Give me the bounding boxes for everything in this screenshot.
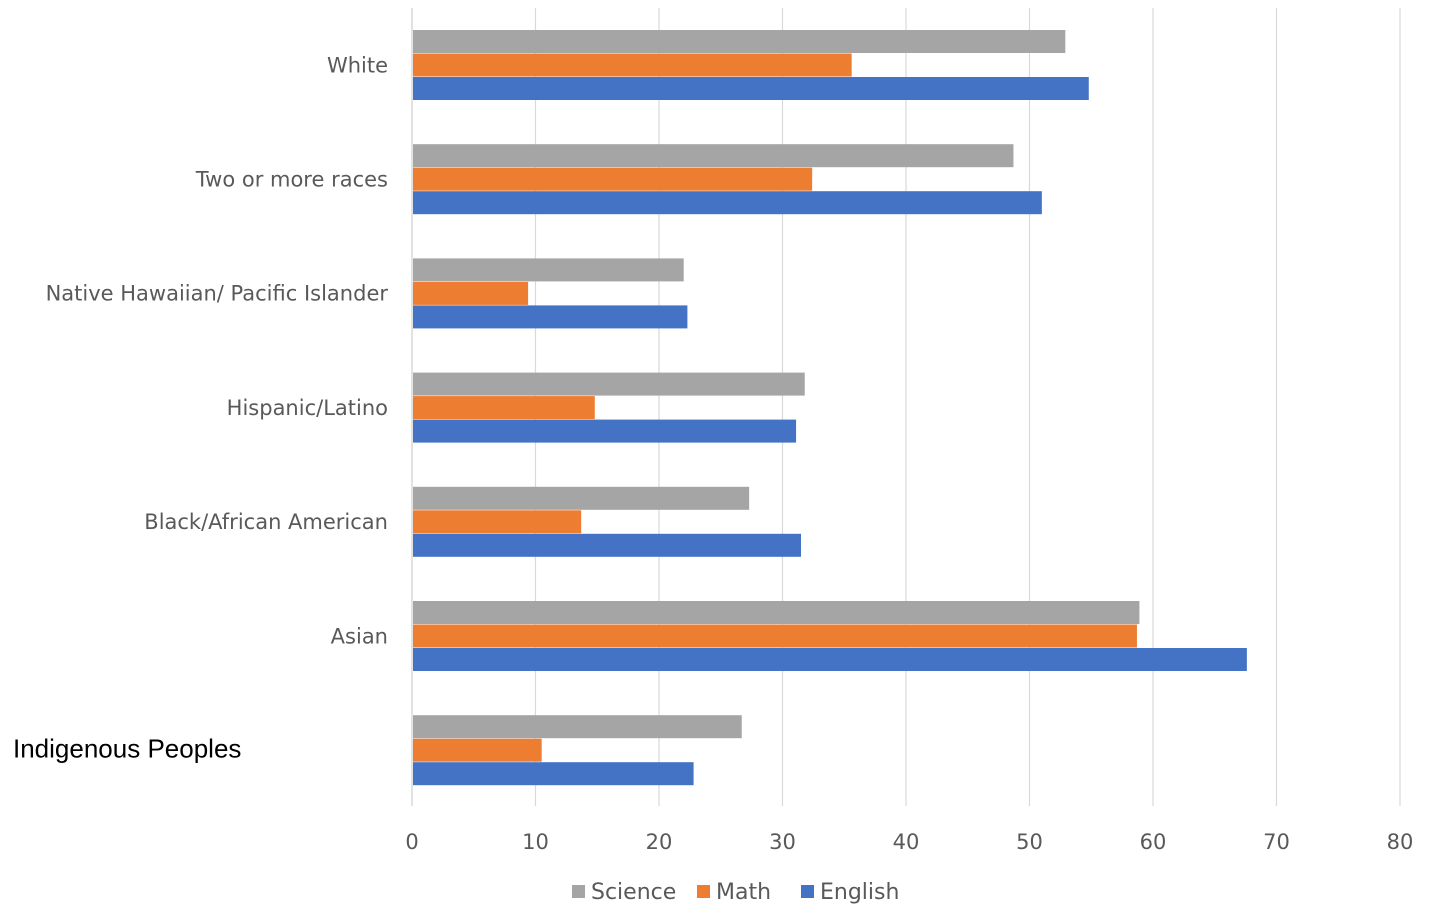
bar-english-1 (413, 191, 1042, 215)
bar-science-0 (413, 30, 1066, 53)
x-tick-label-20: 20 (646, 830, 673, 854)
bar-math-3 (413, 396, 595, 420)
category-label-4: Black/African American (144, 510, 388, 534)
legend-swatch-english (801, 885, 814, 898)
x-tick-label-40: 40 (893, 830, 920, 854)
bar-science-5 (413, 601, 1140, 624)
category-label-6: Indigenous Peoples (13, 733, 241, 763)
bar-science-3 (413, 372, 805, 396)
bar-english-6 (413, 762, 694, 786)
category-label-3: Hispanic/Latino (227, 396, 388, 420)
bar-math-4 (413, 510, 582, 534)
legend-label-math: Math (716, 880, 771, 904)
x-tick-label-0: 0 (405, 830, 418, 854)
bar-math-1 (413, 167, 813, 191)
legend-swatch-math (697, 885, 710, 898)
category-label-0: White (327, 53, 388, 77)
bar-math-0 (413, 53, 852, 77)
x-tick-label-50: 50 (1016, 830, 1043, 854)
category-labels: White Two or more races Native Hawaiian/ P… (13, 53, 388, 763)
bar-math-2 (413, 281, 529, 305)
bar-math-5 (413, 624, 1137, 648)
legend-swatch-science (572, 885, 585, 898)
x-tick-label-70: 70 (1263, 830, 1290, 854)
bar-english-2 (413, 305, 688, 329)
bar-science-4 (413, 486, 750, 510)
legend-label-science: Science (591, 880, 676, 904)
x-tick-label-80: 80 (1387, 830, 1414, 854)
bar-math-6 (413, 738, 542, 762)
bar-science-1 (413, 144, 1014, 168)
legend-label-english: English (820, 880, 899, 904)
bar-english-5 (413, 648, 1247, 671)
x-axis-tick-labels: 0 10 20 30 40 50 60 70 80 (405, 830, 1413, 854)
bar-english-4 (413, 533, 802, 557)
bar-science-6 (413, 715, 742, 739)
legend: Science Math English (572, 880, 899, 904)
x-tick-label-30: 30 (769, 830, 796, 854)
category-label-2: Native Hawaiian/ Pacific Islander (46, 282, 389, 306)
bar-english-0 (413, 77, 1089, 100)
bar-english-3 (413, 419, 797, 443)
x-tick-label-10: 10 (522, 830, 549, 854)
bars (413, 30, 1247, 786)
category-label-1: Two or more races (195, 167, 388, 191)
category-label-5: Asian (331, 624, 388, 648)
bar-science-2 (413, 258, 684, 282)
gridlines (534, 8, 1401, 806)
x-tick-label-60: 60 (1140, 830, 1167, 854)
